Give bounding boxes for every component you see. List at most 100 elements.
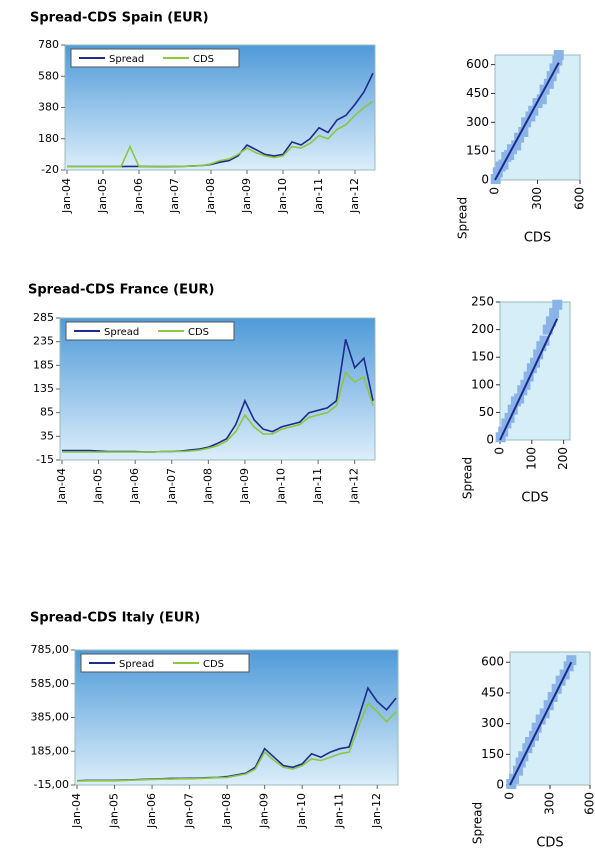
x-tick-label: Jan-07 (165, 468, 178, 504)
x-tick-label: Jan-08 (204, 178, 217, 214)
trend-line (499, 318, 559, 441)
trend-line (494, 62, 560, 181)
chart-title: Spread-CDS Spain (EUR) (30, 11, 209, 26)
y-tick-label: 180 (38, 132, 59, 145)
y-tick-label: 600 (481, 655, 504, 669)
x-tick-label: Jan-08 (201, 468, 214, 504)
x-tick-label: 600 (573, 187, 587, 210)
scatter-point (543, 78, 554, 89)
scatter-point (545, 316, 556, 327)
x-tick-label: Jan-10 (295, 793, 308, 829)
y-tick-label: -20 (41, 163, 59, 176)
legend-label: Spread (109, 54, 144, 65)
scatter-point (511, 140, 522, 151)
scatter-point (530, 357, 540, 368)
series-line (62, 370, 374, 453)
scatter-point (552, 299, 563, 310)
scatter-point (507, 404, 518, 415)
y-tick-label: 150 (471, 350, 494, 364)
x-tick-label: Jan-07 (168, 178, 181, 214)
scatter-point (523, 371, 534, 382)
x-tick-label: 300 (530, 187, 544, 210)
trend-line (509, 661, 573, 786)
chart-title: Spread-CDS France (EUR) (28, 283, 214, 298)
y-tick-label: -15,00 (34, 778, 69, 791)
scatter-point (552, 55, 563, 66)
y-tick-label: 235 (33, 335, 54, 348)
legend-label: Spread (104, 327, 139, 338)
scatter-point (543, 700, 554, 711)
x-tick-label: Jan-09 (238, 468, 251, 504)
scatter-point (553, 50, 564, 60)
y-tick-label: 300 (466, 115, 489, 129)
y-tick-label: 150 (481, 747, 504, 761)
y-tick-label: 380 (38, 101, 59, 114)
x-axis-label: CDS (536, 836, 563, 849)
y-tick-label: 185 (33, 358, 54, 371)
x-tick-label: Jan-05 (92, 468, 105, 504)
scatter-point (492, 167, 503, 178)
scatter-point (517, 385, 528, 396)
y-tick-label: 250 (471, 295, 494, 309)
x-tick-label: Jan-05 (96, 178, 109, 214)
x-tick-label: Jan-12 (348, 468, 361, 504)
x-tick-label: Jan-04 (55, 468, 68, 504)
y-tick-label: 780 (38, 38, 59, 51)
x-tick-label: Jan-10 (276, 178, 289, 214)
x-tick-label: 600 (583, 792, 595, 815)
legend-box (65, 321, 235, 341)
x-axis-label: CDS (521, 491, 548, 506)
x-tick-label: 0 (493, 447, 507, 455)
scatter-point (539, 335, 550, 346)
scatter-point (531, 722, 542, 733)
x-tick-label: 100 (524, 447, 538, 470)
y-tick-label: 450 (466, 86, 489, 100)
y-tick-label: -15 (36, 453, 54, 466)
legend-label: Spread (119, 659, 154, 670)
legend-box (70, 48, 240, 68)
x-tick-label: Jan-07 (183, 793, 196, 829)
y-axis-label: Spread (456, 197, 470, 239)
x-tick-label: 200 (556, 447, 570, 470)
x-tick-label: Jan-11 (333, 793, 346, 829)
y-tick-label: 585,00 (31, 677, 70, 690)
scatter-point (566, 655, 577, 666)
x-tick-label: Jan-06 (132, 178, 145, 214)
y-axis-label: Spread (461, 457, 475, 499)
x-tick-label: Jan-11 (312, 178, 325, 214)
x-tick-label: Jan-04 (70, 793, 83, 829)
x-tick-label: Jan-11 (311, 468, 324, 504)
series-line (76, 701, 397, 782)
x-axis-label: CDS (524, 231, 551, 246)
y-tick-label: 285 (33, 311, 54, 324)
scatter-point (501, 418, 512, 429)
scatter-point (536, 94, 547, 105)
series-line (67, 100, 374, 168)
y-tick-label: 450 (481, 685, 504, 699)
scatter-point (555, 675, 566, 686)
x-tick-label: Jan-12 (370, 793, 383, 829)
y-tick-label: 580 (38, 69, 59, 82)
x-tick-label: Jan-08 (220, 793, 233, 829)
legend-label: CDS (188, 327, 209, 338)
y-tick-label: 200 (471, 322, 494, 336)
chart-title: Spread-CDS Italy (EUR) (30, 611, 200, 626)
y-tick-label: 385,00 (31, 711, 70, 724)
x-tick-label: 300 (543, 792, 557, 815)
x-tick-label: Jan-10 (275, 468, 288, 504)
y-tick-label: 300 (481, 716, 504, 730)
x-tick-label: 0 (503, 792, 517, 800)
legend-label: CDS (203, 659, 224, 670)
y-tick-label: 600 (466, 57, 489, 71)
scatter-point (526, 363, 537, 374)
x-tick-label: Jan-09 (258, 793, 271, 829)
y-tick-label: 135 (33, 382, 54, 395)
y-tick-label: 785,00 (31, 643, 70, 656)
x-tick-label: Jan-06 (145, 793, 158, 829)
y-tick-label: 0 (496, 778, 504, 792)
scatter-point (542, 324, 553, 335)
scatter-point (549, 308, 560, 319)
plot-area (59, 317, 376, 461)
x-tick-label: Jan-09 (240, 178, 253, 214)
y-axis-label: Spread (471, 802, 485, 844)
